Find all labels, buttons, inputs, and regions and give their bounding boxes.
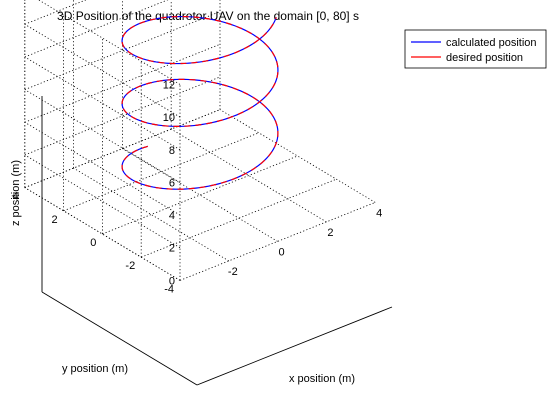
grid-line	[24, 11, 221, 90]
grid-line	[219, 109, 376, 203]
grid-line	[24, 76, 221, 156]
x-tick-labels: -2 0 2 4	[228, 207, 382, 278]
grid-line	[24, 89, 181, 183]
grid-line	[24, 109, 221, 188]
grid-line	[24, 43, 221, 123]
grid-line	[73, 167, 230, 262]
grid-line	[179, 202, 376, 281]
y-axis-label: y position (m)	[62, 363, 128, 375]
grid-line	[170, 128, 327, 223]
z-tick-label: 12	[163, 79, 175, 91]
grid-line	[102, 155, 298, 235]
grid-line	[24, 187, 181, 281]
y-tick-label: 2	[51, 214, 57, 226]
grid-line	[63, 132, 259, 212]
legend-label-desired: desired position	[446, 52, 523, 64]
z-tick-label: 10	[163, 112, 175, 124]
y-tick-label: -2	[125, 260, 135, 272]
z-tick-label: 6	[169, 177, 175, 189]
legend: calculated position desired position	[404, 29, 547, 69]
legend-box	[404, 29, 547, 69]
z-tick-label: 0	[169, 275, 175, 287]
x-axis-label: x position (m)	[289, 373, 355, 385]
grid-line	[24, 121, 181, 216]
series-line-1	[121, 15, 279, 190]
y-tick-label: 0	[90, 237, 96, 249]
series-curves	[121, 15, 279, 190]
grid-lines	[24, 0, 376, 281]
grid-line	[24, 0, 169, 58]
y-tick-label: -4	[164, 283, 174, 295]
z-tick-labels: 0 2 4 6 8 10 12	[163, 79, 175, 287]
z-tick-label: 8	[169, 145, 175, 157]
grid-line	[24, 56, 181, 151]
x-tick-label: 2	[327, 227, 333, 239]
y-tick-label: 4	[13, 191, 19, 203]
x-axis-line	[196, 306, 393, 386]
legend-label-calculated: calculated position	[446, 37, 537, 49]
grid-line	[24, 23, 181, 118]
z-axis-label: z position (m)	[10, 160, 22, 226]
x-tick-label: 4	[376, 207, 382, 219]
grid-line	[24, 0, 87, 25]
grid-line	[122, 148, 278, 242]
grid-line	[141, 178, 337, 258]
grid-line	[38, 0, 181, 85]
z-tick-label: 2	[169, 243, 175, 255]
y-axis-line	[41, 291, 198, 386]
y-tick-labels: 4 2 0 -2 -4	[13, 191, 174, 296]
x-tick-label: 0	[279, 246, 285, 258]
z-tick-label: 4	[169, 210, 175, 222]
grid-line	[24, 154, 181, 249]
x-tick-label: -2	[228, 266, 238, 278]
